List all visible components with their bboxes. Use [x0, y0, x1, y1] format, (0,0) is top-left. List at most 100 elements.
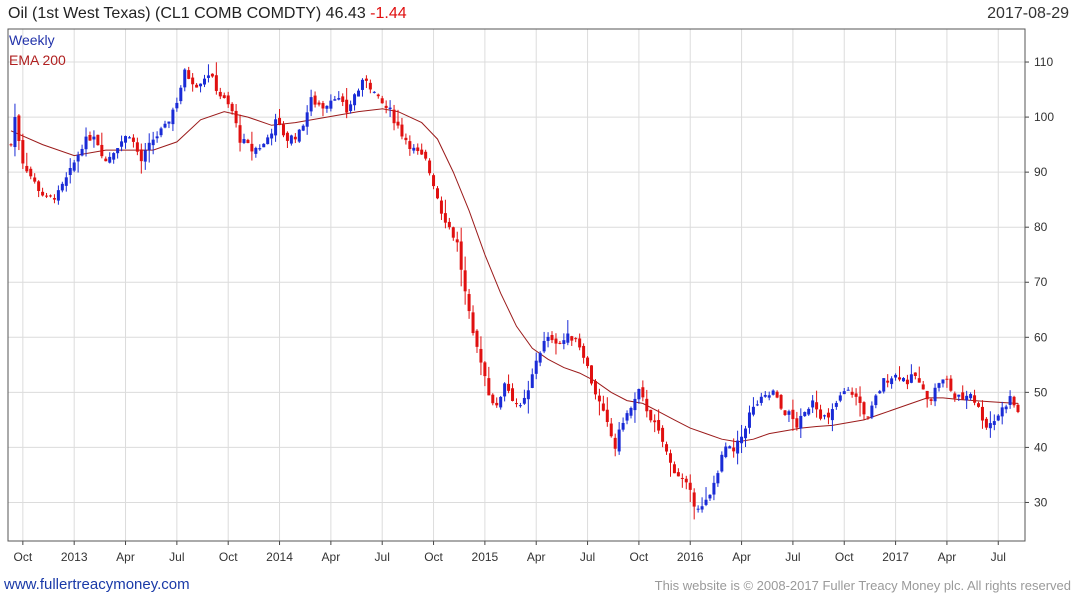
candle-body — [41, 191, 45, 196]
candle — [621, 417, 625, 432]
candle — [451, 226, 455, 241]
candle — [9, 143, 13, 147]
candle-body — [116, 148, 120, 154]
candle-body — [195, 84, 199, 88]
candle-body — [724, 446, 728, 458]
candle — [586, 356, 590, 369]
candle-body — [325, 105, 329, 109]
candle-body — [716, 473, 720, 484]
candle-body — [1016, 404, 1020, 412]
candle-body — [783, 410, 787, 415]
candle — [799, 408, 803, 439]
candle — [937, 382, 941, 392]
candle-body — [949, 378, 953, 391]
candle-body — [234, 110, 238, 124]
candle-body — [451, 227, 455, 238]
site-link[interactable]: www.fullertreacymoney.com — [4, 576, 190, 593]
candle-body — [570, 336, 574, 341]
candle — [949, 375, 953, 392]
candle-body — [921, 384, 925, 390]
candle — [637, 388, 641, 404]
candle — [1004, 404, 1008, 414]
candle-body — [289, 135, 293, 144]
candle — [759, 392, 763, 406]
candle — [428, 158, 432, 176]
candle — [37, 180, 41, 198]
candle — [846, 386, 850, 391]
candle — [704, 487, 708, 507]
candle-body — [582, 345, 586, 358]
candle — [562, 333, 566, 350]
candle — [854, 388, 858, 406]
candle — [52, 194, 56, 204]
x-tick-label: Oct — [835, 550, 854, 564]
candle — [412, 144, 416, 154]
candle-body — [124, 136, 128, 143]
chart-title: Oil (1st West Texas) (CL1 COMB COMDTY) 4… — [8, 5, 407, 23]
candle — [538, 351, 542, 367]
candle — [13, 103, 17, 157]
candle-body — [649, 409, 653, 421]
candle — [858, 386, 862, 417]
candle — [108, 152, 112, 164]
candle-body — [151, 139, 155, 146]
candle — [507, 374, 511, 394]
candle-body — [380, 98, 384, 104]
candle-body — [984, 418, 988, 428]
candle — [475, 329, 479, 353]
candle-body — [467, 294, 471, 312]
candle — [672, 461, 676, 474]
candle-body — [424, 151, 428, 159]
candle — [297, 128, 301, 143]
candle — [566, 320, 570, 346]
candle-body — [518, 405, 522, 407]
candle-body — [542, 340, 546, 352]
candle — [503, 382, 507, 402]
candle-body — [550, 335, 554, 341]
candle — [811, 395, 815, 414]
candle-body — [364, 78, 368, 81]
candle-body — [29, 168, 33, 177]
candle — [281, 121, 285, 138]
candle-body — [92, 136, 96, 140]
x-tick-label: Jul — [991, 550, 1006, 564]
candle — [747, 405, 751, 434]
candle-body — [507, 383, 511, 391]
candle-body — [238, 125, 242, 143]
candle-body — [214, 75, 218, 91]
candle — [479, 336, 483, 376]
candle-body — [965, 395, 969, 401]
candle-body — [135, 142, 139, 152]
candle-body — [866, 416, 870, 418]
candle-body — [120, 141, 124, 147]
candle — [175, 97, 179, 112]
candle-body — [147, 142, 151, 151]
candle-body — [412, 147, 416, 151]
candle — [661, 425, 665, 448]
candle-body — [104, 158, 108, 162]
candle-body — [21, 140, 25, 164]
candle-body — [629, 407, 633, 416]
candle-body — [203, 78, 207, 85]
candle — [992, 414, 996, 431]
candle — [21, 133, 25, 169]
candles-layer — [9, 62, 1020, 520]
candle-body — [459, 241, 463, 270]
candle — [25, 152, 29, 173]
candle — [842, 388, 846, 395]
candle — [432, 173, 436, 190]
candle — [988, 411, 992, 438]
y-tick-label: 30 — [1034, 495, 1048, 509]
candle-body — [574, 338, 578, 340]
legend-weekly: Weekly — [9, 32, 55, 48]
candle-body — [503, 383, 507, 397]
candle-body — [226, 95, 230, 105]
x-tick-label: Jul — [169, 550, 184, 564]
candle — [274, 113, 278, 142]
candle — [96, 134, 100, 146]
candle — [293, 133, 297, 144]
candle — [72, 159, 76, 173]
candle-body — [554, 338, 558, 344]
candle — [716, 470, 720, 487]
candle — [266, 134, 270, 145]
